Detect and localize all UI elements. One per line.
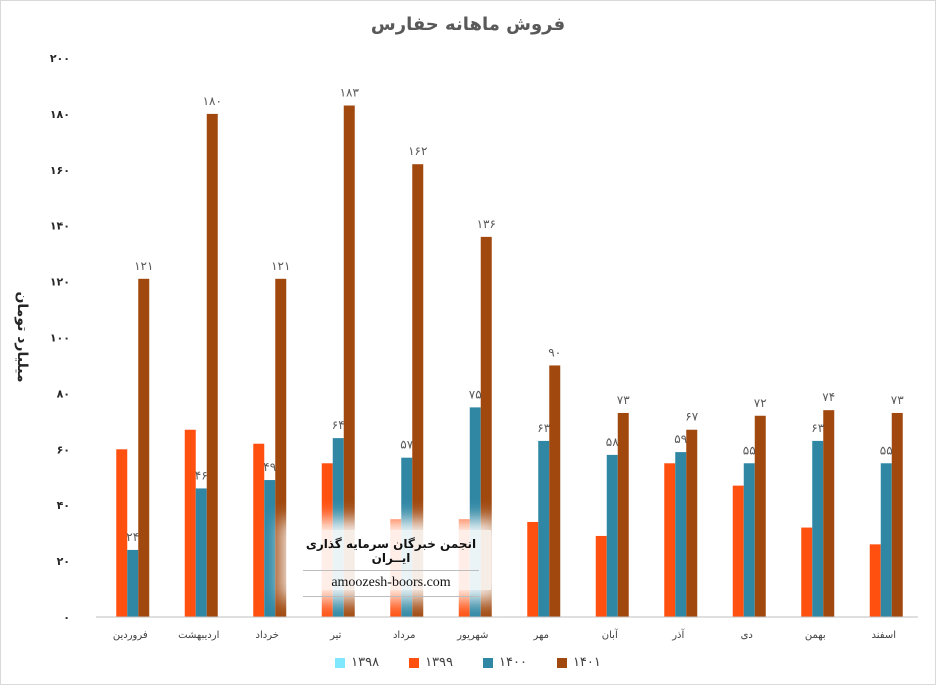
data-label: ۲۴ bbox=[126, 530, 139, 544]
legend-label: ۱۴۰۱ bbox=[572, 655, 601, 670]
data-label: ۱۶۲ bbox=[408, 144, 427, 158]
bar bbox=[332, 438, 344, 617]
legend-swatch bbox=[409, 657, 420, 668]
legend: ۱۳۹۸ ۱۳۹۹ ۱۴۰۰ ۱۴۰۱ bbox=[0, 655, 936, 670]
bar bbox=[538, 440, 550, 617]
x-tick-label: فروردین bbox=[113, 630, 148, 641]
x-tick-label: بهمن bbox=[805, 630, 826, 641]
bar bbox=[412, 164, 424, 617]
legend-swatch bbox=[556, 657, 567, 668]
bar bbox=[184, 429, 196, 617]
x-tick-label: مهر bbox=[533, 630, 549, 641]
bar bbox=[891, 412, 903, 617]
y-tick-label: ۱۶۰ bbox=[50, 164, 70, 177]
legend-label: ۱۳۹۹ bbox=[425, 655, 453, 670]
chart-title: فروش ماهانه حفارس bbox=[370, 14, 566, 35]
data-label: ۵۸ bbox=[606, 435, 619, 449]
legend-swatch bbox=[483, 657, 493, 668]
legend-label: ۱۴۰۰ bbox=[499, 655, 527, 670]
data-label: ۷۳ bbox=[891, 393, 904, 407]
y-tick-label: ۲۰ bbox=[57, 555, 70, 568]
y-tick-label: ۱۰۰ bbox=[50, 332, 70, 345]
watermark-divider bbox=[303, 596, 479, 597]
bar bbox=[264, 480, 276, 617]
y-tick-label: ۱۴۰ bbox=[50, 220, 70, 233]
x-tick-label: اسفند bbox=[872, 630, 896, 641]
bar bbox=[138, 278, 150, 617]
legend-item: ۱۴۰۰ bbox=[483, 655, 527, 670]
bar bbox=[869, 544, 881, 617]
data-label: ۱۲۱ bbox=[134, 259, 153, 273]
bar bbox=[686, 429, 698, 617]
y-tick-label: ۰ bbox=[63, 611, 70, 624]
x-tick-label: آبان bbox=[602, 628, 619, 641]
bar bbox=[617, 412, 629, 617]
data-label: ۱۳۶ bbox=[477, 217, 496, 231]
data-label: ۱۲۱ bbox=[271, 259, 290, 273]
data-label: ۶۷ bbox=[685, 410, 698, 424]
data-label: ۶۴ bbox=[332, 418, 345, 432]
bar bbox=[606, 454, 618, 617]
legend-item: ۱۳۹۸ bbox=[335, 655, 379, 670]
x-tick-label: اردیبهشت bbox=[178, 630, 219, 641]
bar bbox=[195, 488, 207, 617]
y-tick-label: ۲۰۰ bbox=[50, 52, 70, 65]
bar bbox=[527, 521, 539, 617]
watermark-divider bbox=[303, 570, 479, 571]
data-label: ۶۳ bbox=[537, 421, 550, 435]
bar bbox=[812, 440, 824, 617]
data-label: ۷۴ bbox=[822, 390, 835, 404]
legend-label: ۱۳۹۸ bbox=[351, 655, 380, 670]
bar bbox=[732, 485, 744, 617]
data-label: ۴۶ bbox=[195, 468, 208, 482]
bar bbox=[801, 527, 813, 617]
bar bbox=[880, 463, 892, 617]
watermark: انجمن خبرگان سرمایه گذاری ایــران amooze… bbox=[291, 530, 491, 597]
bar bbox=[116, 449, 128, 617]
data-label: ۴۹ bbox=[263, 460, 276, 474]
bar bbox=[343, 105, 355, 617]
bar bbox=[253, 443, 265, 617]
x-tick-label: خرداد bbox=[256, 630, 279, 641]
data-label: ۵۷ bbox=[400, 438, 413, 452]
bar bbox=[595, 535, 607, 617]
x-tick-label: شهریور bbox=[456, 630, 488, 641]
data-label: ۹۰ bbox=[548, 345, 561, 359]
x-tick-label: دی bbox=[741, 630, 753, 641]
data-label: ۵۵ bbox=[743, 443, 756, 457]
x-tick-label: مرداد bbox=[393, 630, 416, 641]
bar bbox=[206, 113, 218, 618]
bar bbox=[480, 236, 492, 617]
bar bbox=[743, 463, 755, 617]
bar bbox=[469, 407, 481, 617]
y-tick-label: ۴۰ bbox=[57, 499, 70, 512]
bar bbox=[823, 410, 835, 617]
x-tick-label: تیر bbox=[329, 630, 342, 641]
y-tick-label: ۸۰ bbox=[57, 387, 70, 400]
x-tick-label: آذر bbox=[671, 628, 685, 641]
y-tick-label: ۶۰ bbox=[57, 443, 70, 456]
y-tick-label: ۱۲۰ bbox=[50, 276, 70, 289]
bar bbox=[754, 415, 766, 617]
y-tick-label: ۱۸۰ bbox=[50, 108, 70, 121]
bar bbox=[664, 463, 676, 617]
legend-item: ۱۳۹۹ bbox=[409, 655, 453, 670]
watermark-url: amoozesh-boors.com bbox=[331, 575, 451, 590]
data-label: ۵۹ bbox=[674, 432, 687, 446]
data-label: ۷۵ bbox=[469, 387, 482, 401]
bar bbox=[549, 365, 561, 617]
legend-item: ۱۴۰۱ bbox=[556, 655, 601, 670]
data-label: ۱۸۰ bbox=[203, 94, 222, 108]
bar bbox=[127, 549, 139, 617]
legend-swatch bbox=[335, 657, 346, 668]
data-label: ۷۳ bbox=[617, 393, 630, 407]
watermark-title: انجمن خبرگان سرمایه گذاری ایــران bbox=[305, 537, 477, 565]
bar bbox=[675, 452, 687, 617]
data-label: ۱۸۳ bbox=[340, 86, 360, 100]
data-label: ۷۲ bbox=[754, 396, 767, 410]
data-label: ۶۳ bbox=[811, 421, 824, 435]
bar bbox=[275, 278, 287, 617]
data-label: ۵۵ bbox=[880, 443, 893, 457]
